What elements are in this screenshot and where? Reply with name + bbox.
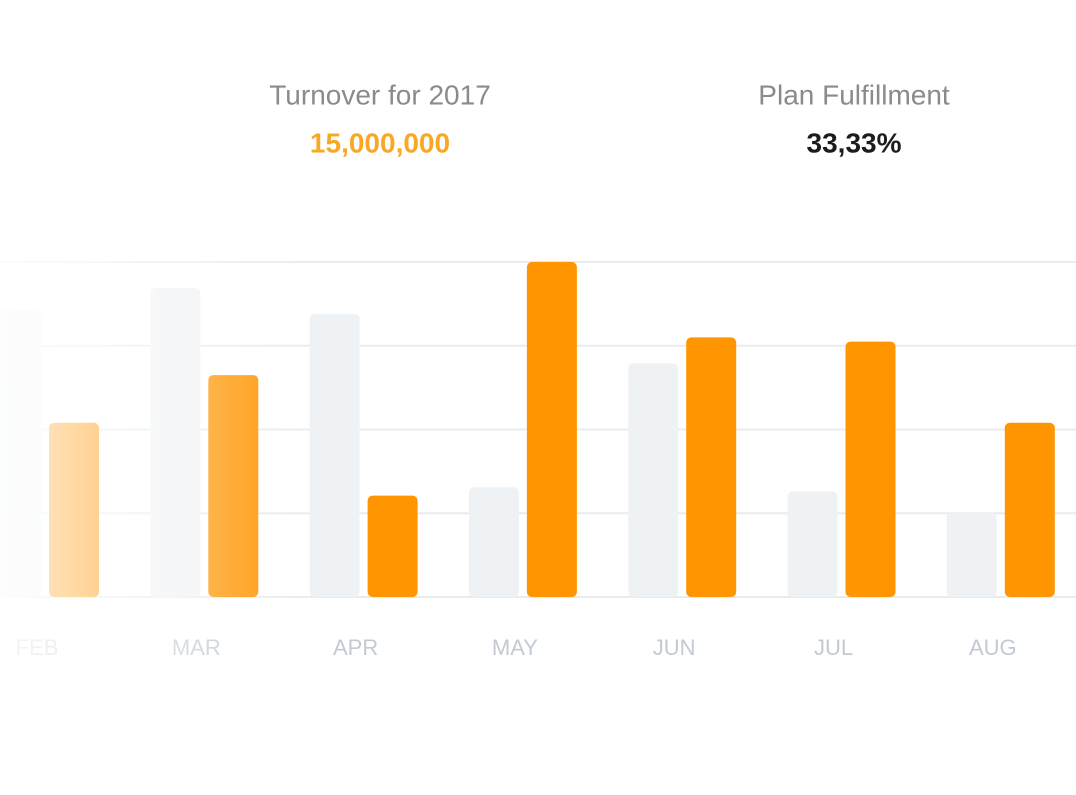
bar bbox=[787, 491, 838, 597]
stat-label: Turnover for 2017 bbox=[269, 79, 491, 110]
x-tick-label: APR bbox=[333, 635, 378, 660]
fade-overlay bbox=[0, 240, 320, 680]
bar bbox=[309, 313, 360, 597]
stat-value: 15,000,000 bbox=[310, 127, 450, 158]
stat-label: Plan Fulfillment bbox=[758, 79, 950, 110]
bar bbox=[686, 337, 737, 597]
bar bbox=[526, 262, 577, 597]
bar bbox=[1004, 422, 1055, 597]
bar bbox=[845, 341, 896, 597]
bar bbox=[946, 512, 997, 597]
bar bbox=[468, 487, 519, 597]
bar bbox=[628, 363, 679, 597]
x-tick-label: JUN bbox=[653, 635, 696, 660]
stat-value: 33,33% bbox=[807, 127, 902, 158]
x-tick-label: JUL bbox=[814, 635, 853, 660]
bar bbox=[367, 495, 418, 597]
x-tick-label: MAY bbox=[492, 635, 538, 660]
x-tick-label: AUG bbox=[969, 635, 1017, 660]
